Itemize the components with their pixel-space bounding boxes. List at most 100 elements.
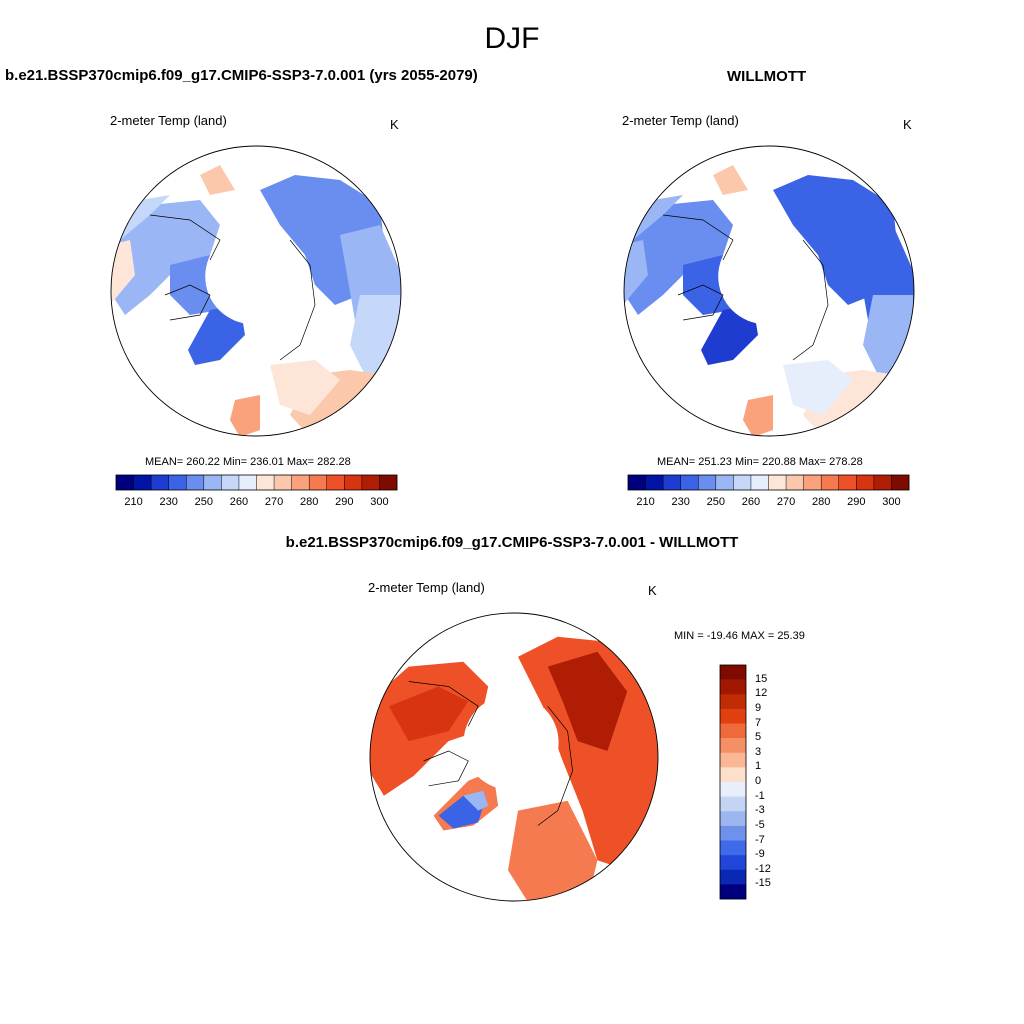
- land-region: [111, 240, 135, 305]
- colorbar-tick-label: -1: [755, 789, 765, 802]
- right-variable-label: 2-meter Temp (land): [622, 113, 739, 128]
- colorbar-tick-label: 7: [755, 716, 762, 729]
- colorbar-swatch: [720, 855, 746, 871]
- right-stats: MEAN= 251.23 Min= 220.88 Max= 278.28: [657, 456, 863, 468]
- colorbar-swatch: [291, 475, 310, 490]
- arctic-ocean: [205, 228, 301, 325]
- colorbar-swatch: [873, 475, 892, 490]
- right-panel-title: WILLMOTT: [727, 68, 807, 85]
- colorbar-swatch: [379, 475, 398, 490]
- land-region: [188, 305, 245, 365]
- colorbar-swatch: [720, 825, 746, 841]
- difference-polar-map: [369, 612, 659, 902]
- right-colorbar-ticks: 210 230 250 260 270 280 290 300: [628, 496, 909, 510]
- left-units-label: K: [390, 117, 399, 132]
- colorbar-tick-label: 260: [741, 496, 761, 508]
- colorbar-tick-label: 270: [776, 496, 796, 508]
- colorbar-swatch: [720, 869, 746, 885]
- difference-colorbar: [719, 664, 747, 900]
- colorbar-tick-label: 230: [159, 496, 178, 508]
- map-boundary: [369, 612, 659, 902]
- colorbar-swatch: [680, 475, 699, 490]
- colorbar-tick-label: 290: [847, 496, 866, 508]
- right-colorbar: [627, 474, 910, 491]
- right-polar-map: [623, 145, 915, 437]
- land-region: [112, 200, 220, 315]
- left-colorbar: [115, 474, 398, 491]
- land-region: [783, 360, 853, 415]
- colorbar-tick-label: 300: [370, 496, 389, 508]
- colorbar-tick-label: 3: [755, 745, 762, 758]
- colorbar-swatch: [803, 475, 822, 490]
- colorbar-swatch: [720, 767, 746, 783]
- colorbar-swatch: [274, 475, 292, 490]
- difference-colorbar-ticks: 15 12 9 7 5 3 1 0 -1 -3 -5 -7 -9 -12 -15: [752, 665, 782, 899]
- colorbar-swatch: [715, 475, 734, 490]
- land-region: [547, 651, 628, 751]
- colorbar-tick-label: 280: [812, 496, 831, 508]
- colorbar-swatch: [720, 679, 746, 695]
- colorbar-swatch: [238, 475, 257, 490]
- colorbar-swatch: [720, 665, 746, 680]
- colorbar-swatch: [838, 475, 857, 490]
- diff-units-label: K: [648, 583, 657, 598]
- colorbar-swatch: [221, 475, 240, 490]
- colorbar-swatch: [116, 475, 134, 490]
- land-region: [200, 165, 235, 195]
- land-region: [743, 395, 773, 436]
- left-panel-title: b.e21.BSSP370cmip6.f09_g17.CMIP6-SSP3-7.…: [5, 67, 478, 84]
- colorbar-swatch: [168, 475, 187, 490]
- colorbar-swatch: [628, 475, 646, 490]
- colorbar-swatch: [256, 475, 275, 490]
- colorbar-swatch: [663, 475, 681, 490]
- colorbar-swatch: [720, 738, 746, 754]
- land-region: [624, 240, 648, 305]
- land-region: [508, 800, 598, 901]
- colorbar-swatch: [786, 475, 804, 490]
- arctic-ocean: [718, 228, 814, 325]
- colorbar-swatch: [720, 694, 746, 710]
- figure-title: DJF: [484, 22, 540, 55]
- colorbar-swatch: [856, 475, 875, 490]
- left-polar-map: [110, 145, 402, 437]
- diff-stats: MIN = -19.46 MAX = 25.39: [674, 630, 805, 642]
- colorbar-swatch: [133, 475, 152, 490]
- colorbar-tick-label: 1: [755, 760, 762, 773]
- colorbar-swatch: [326, 475, 345, 490]
- colorbar-swatch: [733, 475, 752, 490]
- colorbar-tick-label: 270: [264, 496, 284, 508]
- colorbar-tick-label: -9: [755, 848, 765, 861]
- left-variable-label: 2-meter Temp (land): [110, 113, 227, 128]
- colorbar-swatch: [344, 475, 363, 490]
- colorbar-swatch: [750, 475, 769, 490]
- colorbar-swatch: [151, 475, 169, 490]
- colorbar-swatch: [720, 811, 746, 827]
- land-region: [388, 686, 469, 742]
- colorbar-tick-label: 12: [755, 687, 768, 700]
- left-colorbar-ticks: 210 230 250 260 270 280 290 300: [116, 496, 397, 510]
- colorbar-swatch: [203, 475, 222, 490]
- colorbar-tick-label: 210: [636, 496, 655, 508]
- colorbar-swatch: [720, 782, 746, 797]
- colorbar-swatch: [309, 475, 328, 490]
- colorbar-swatch: [720, 752, 746, 768]
- colorbar-swatch: [698, 475, 717, 490]
- diff-variable-label: 2-meter Temp (land): [368, 580, 485, 595]
- colorbar-tick-label: 260: [229, 496, 249, 508]
- land-region: [701, 305, 758, 365]
- left-stats: MEAN= 260.22 Min= 236.01 Max= 282.28: [145, 456, 351, 468]
- difference-panel-title: b.e21.BSSP370cmip6.f09_g17.CMIP6-SSP3-7.…: [285, 534, 739, 551]
- colorbar-swatch: [720, 723, 746, 739]
- colorbar-swatch: [645, 475, 664, 490]
- colorbar-swatch: [821, 475, 840, 490]
- colorbar-swatch: [891, 475, 910, 490]
- colorbar-tick-label: 230: [671, 496, 690, 508]
- land-region: [625, 200, 733, 315]
- land-region: [463, 790, 489, 811]
- colorbar-tick-label: 290: [335, 496, 354, 508]
- colorbar-swatch: [720, 840, 746, 856]
- colorbar-tick-label: 0: [755, 775, 762, 787]
- colorbar-tick-label: 5: [755, 731, 762, 744]
- colorbar-tick-label: 250: [194, 496, 213, 508]
- land-region: [713, 165, 748, 195]
